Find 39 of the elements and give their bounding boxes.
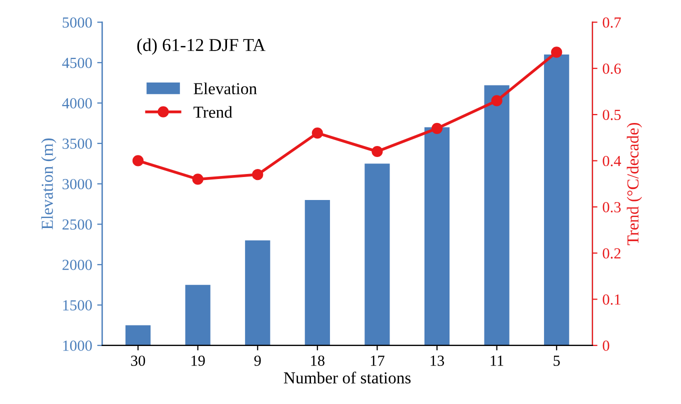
y-axis-title: Elevation (m) [41,138,56,230]
y-tick-label: 5000 [62,17,92,28]
y2-tick-label: 0.7 [602,17,621,28]
x-tick-label: 17 [370,356,384,366]
y-tick-label: 4000 [62,98,92,108]
y2-tick-label: 0.2 [602,248,620,259]
legend-label: Elevation [194,82,257,94]
point [431,122,443,134]
y-tick-label: 2000 [62,260,92,270]
x-tick-label: 9 [254,356,261,366]
y-tick-label: 4500 [62,58,92,68]
point [192,174,204,185]
y2-tick-label: 0.5 [602,110,621,120]
y-tick-label: 3000 [62,178,92,190]
text: (d) 61-12 DJF TA [137,38,266,55]
x-tick-label: 30 [131,356,146,366]
x-tick-label: 11 [490,356,504,366]
point [312,127,323,139]
y2-tick-label: 0.6 [602,64,621,74]
y-tick-label: 2500 [62,219,92,230]
point [491,95,502,106]
legend-label: Trend [194,106,232,118]
y2-axis-title: Trend (°C/decade) [626,122,642,246]
y2-tick-label: 0.4 [602,156,622,166]
y-tick-label: 1500 [63,300,92,310]
x-tick-label: 19 [192,356,205,366]
x-tick-label: 13 [430,356,444,366]
x-axis-title: Number of stations [284,372,411,384]
y-tick-label: 1000 [63,340,92,351]
y-tick-label: 3500 [62,138,92,149]
point [132,155,144,166]
y2-tick-label: 0 [602,340,610,351]
x-tick-label: 5 [554,356,560,366]
x-tick-label: 18 [311,356,324,366]
point [252,169,264,180]
point [551,46,562,58]
y2-tick-label: 0.1 [602,294,620,305]
y2-tick-label: 0.3 [602,202,621,212]
point [372,146,383,158]
